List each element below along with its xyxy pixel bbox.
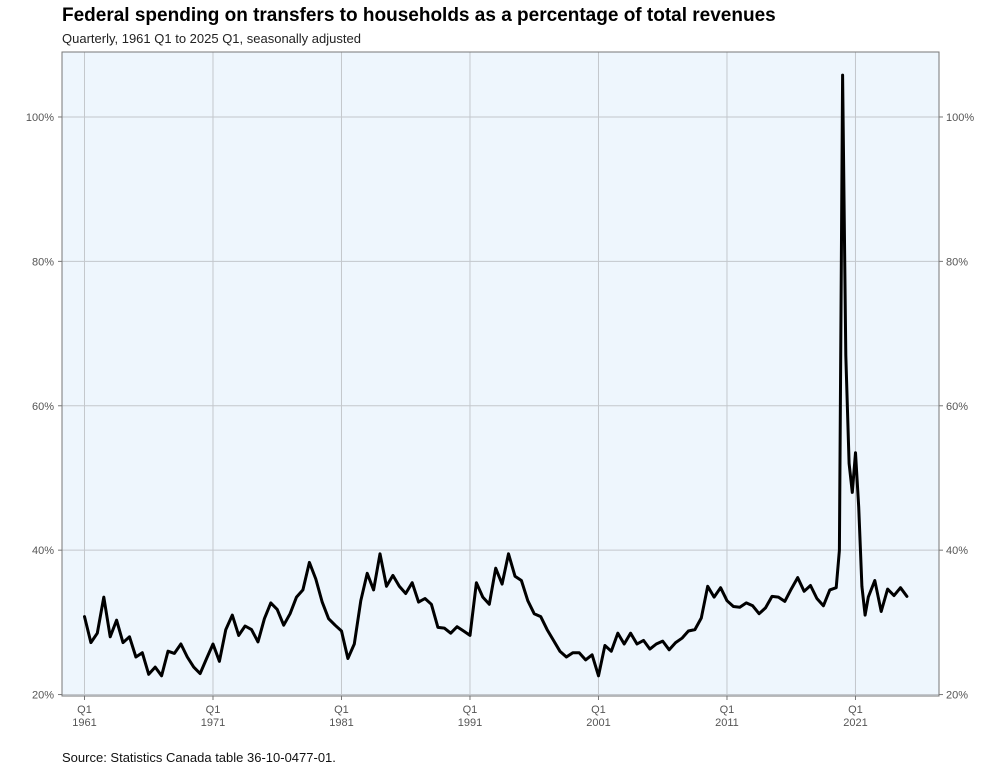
- chart-subtitle: Quarterly, 1961 Q1 to 2025 Q1, seasonall…: [62, 31, 361, 46]
- plot-panel: [62, 52, 939, 696]
- x-axis: Q11961Q11971Q11981Q11991Q12001Q12011Q120…: [72, 696, 868, 729]
- x-tick-label-year: 1971: [201, 717, 225, 729]
- y-tick-label: 20%: [32, 690, 54, 702]
- plot-frame: [61, 51, 940, 697]
- x-tick-label-year: 1981: [329, 717, 353, 729]
- x-tick-label-quarter: Q1: [720, 704, 735, 716]
- source-note: Source: Statistics Canada table 36-10-04…: [62, 750, 336, 765]
- x-tick-label-year: 1961: [72, 717, 96, 729]
- y-tick-label-right: 40%: [946, 545, 968, 557]
- y-tick-label: 40%: [32, 545, 54, 557]
- y-tick-label-right: 100%: [946, 112, 974, 124]
- x-tick-label-year: 2001: [586, 717, 610, 729]
- y-tick-label-right: 60%: [946, 401, 968, 413]
- x-tick-label-quarter: Q1: [334, 704, 349, 716]
- y-gridlines: [62, 116, 939, 696]
- y-tick-label: 60%: [32, 401, 54, 413]
- y-tick-label-right: 80%: [946, 256, 968, 268]
- x-tick-label-quarter: Q1: [206, 704, 221, 716]
- x-tick-label-year: 2011: [715, 717, 739, 729]
- y-axis-right: 20% 40% 60% 80% 100%: [939, 112, 974, 702]
- y-tick-label-right: 20%: [946, 690, 968, 702]
- y-axis-left: 20% 40% 60% 80% 100%: [26, 112, 62, 702]
- x-tick-label-quarter: Q1: [77, 704, 92, 716]
- x-tick-label-quarter: Q1: [848, 704, 863, 716]
- chart-title: Federal spending on transfers to househo…: [62, 5, 776, 26]
- x-tick-label-quarter: Q1: [463, 704, 478, 716]
- y-tick-label: 100%: [26, 112, 54, 124]
- x-tick-label-year: 2021: [843, 717, 867, 729]
- y-tick-label: 80%: [32, 256, 54, 268]
- x-tick-label-year: 1991: [458, 717, 482, 729]
- x-tick-label-quarter: Q1: [591, 704, 606, 716]
- series-line: [83, 73, 909, 678]
- x-gridlines: [83, 52, 856, 696]
- series-layer: [83, 73, 909, 678]
